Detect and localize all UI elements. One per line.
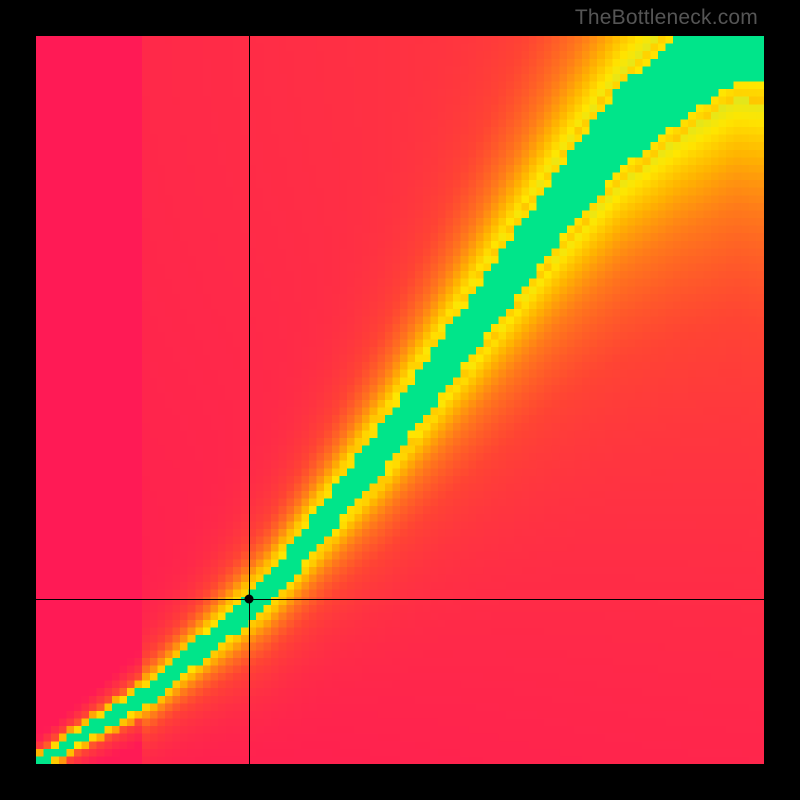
crosshair-marker	[245, 594, 254, 603]
plot-area	[36, 36, 764, 764]
crosshair-vertical	[249, 36, 250, 764]
watermark-text: TheBottleneck.com	[575, 6, 758, 30]
heatmap-canvas	[36, 36, 764, 764]
crosshair-horizontal	[36, 599, 764, 600]
